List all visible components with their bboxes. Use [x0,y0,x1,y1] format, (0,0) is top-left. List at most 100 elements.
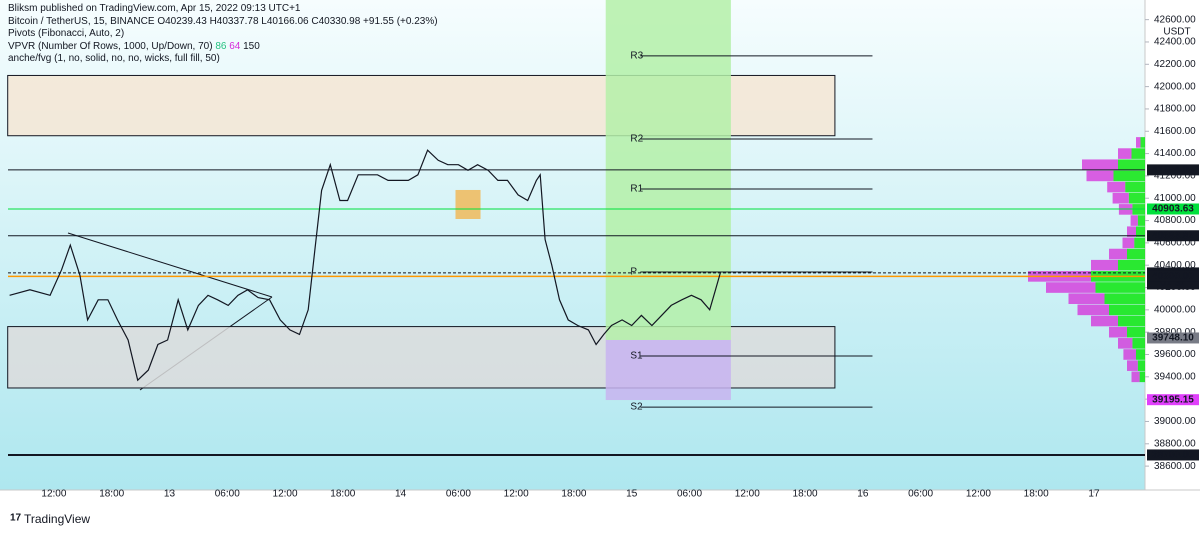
zone [455,189,481,219]
y-tick-label: 40000.00 [1154,304,1196,315]
x-tick-label: 12:00 [504,489,529,500]
y-tick-label: 40400.00 [1154,260,1196,271]
volume-up [1113,170,1145,182]
price-axis [1145,0,1200,490]
logo: 17 [10,513,22,524]
x-tick-label: 15 [626,489,638,500]
trend-line [67,232,273,298]
volume-down [1127,360,1138,371]
volume-down [1109,248,1127,260]
volume-down [1112,192,1129,204]
price-tag-label: 40663.82 [1152,230,1194,241]
x-tick-label: 18:00 [330,489,355,500]
price-tag [1147,203,1199,215]
volume-down [1091,259,1118,271]
volume-down [1046,282,1096,293]
pivot-label: S2 [630,402,643,413]
currency: USDT [1163,27,1190,38]
volume-down [1086,170,1114,182]
volume-up [1140,137,1145,148]
y-tick-label: 39000.00 [1154,416,1196,427]
volume-up [1132,338,1145,349]
volume-up [1128,192,1145,204]
volume-up [1118,159,1145,171]
x-tick-label: 16 [857,489,869,500]
volume-down [1118,148,1132,159]
y-tick-label: 42400.00 [1154,37,1196,48]
volume-down [1082,159,1118,171]
volume-up [1139,371,1145,383]
volume-up [1137,215,1145,226]
volume-down [1068,293,1105,304]
y-tick-label: 38600.00 [1154,461,1196,472]
volume-up [1137,360,1145,371]
x-tick-label: 12:00 [735,489,760,500]
y-tick-label: 42200.00 [1154,59,1196,70]
x-tick-label: 18:00 [99,489,124,500]
volume-up [1127,248,1145,260]
x-tick-label: 18:00 [793,489,818,500]
volume-up [1118,259,1145,271]
volume-down [1127,226,1136,238]
x-tick-label: 12:00 [41,489,66,500]
y-tick-label: 40800.00 [1154,215,1196,226]
y-tick-label: 39800.00 [1154,327,1196,338]
plot-background [0,0,1145,490]
price-line [9,149,721,382]
x-tick-label: 06:00 [215,489,240,500]
price-tag [1147,449,1199,461]
vpvr-value: 150 [243,40,260,52]
y-tick-label: 39600.00 [1154,349,1196,360]
pivot-label: R1 [630,184,643,195]
legend-text: VPVR (Number Of Rows, 1000, Up/Down, 70) [8,40,213,52]
volume-down [1123,349,1136,360]
price-tag-label: 39195.15 [1152,394,1194,405]
y-tick-label: 41400.00 [1154,148,1196,159]
price-tag-label: 39748.10 [1152,333,1194,344]
price-tag-label: 40903.63 [1152,204,1194,215]
volume-down [1130,215,1138,226]
x-tick-label: 12:00 [966,489,991,500]
x-tick-label: 12:00 [273,489,298,500]
y-tick-label: 41200.00 [1154,171,1196,182]
y-tick-label: 42600.00 [1154,14,1196,25]
legend-line: Bitcoin / TetherUS, 15, BINANCE O40239.4… [8,15,438,27]
y-tick-label: 39400.00 [1154,371,1196,382]
x-tick-label: 06:00 [677,489,702,500]
y-tick-label: 41600.00 [1154,126,1196,137]
volume-down [1118,338,1133,349]
y-tick-label: 41800.00 [1154,104,1196,115]
countdown: 01:37 [1160,278,1185,289]
y-tick-label: 41000.00 [1154,193,1196,204]
price-tag [1147,230,1199,242]
volume-up [1118,315,1145,327]
volume-up [1095,282,1145,293]
pivot-label: R2 [630,134,643,145]
zone [605,339,731,401]
volume-down [1109,326,1127,338]
price-tag-label: 40300.00 [1152,271,1194,282]
y-tick-label: 40600.00 [1154,238,1196,249]
volume-up [1125,181,1145,193]
volume-up [1136,349,1145,360]
pivot-label: R3 [630,51,643,62]
volume-up [1127,326,1145,338]
volume-down [1136,137,1141,148]
publisher: Bliksm published on TradingView.com, Apr… [8,3,301,14]
volume-down [1131,371,1140,383]
brand: TradingView [24,512,91,526]
legend-line: Pivots (Fibonacci, Auto, 2) [8,28,125,39]
price-tag-label: 41254.05 [1152,165,1194,176]
legend: Bliksm published on TradingView.com, Apr… [8,3,438,66]
volume-down [1077,304,1109,316]
price-tag [1147,394,1199,406]
pivot-label: P [630,267,637,278]
volume-up [1136,226,1145,238]
volume-up [1134,237,1145,249]
price-tag-label: 38700.00 [1152,450,1194,461]
price-tag [1147,332,1199,344]
vpvr-value: 86 [215,40,227,52]
x-tick-label: 14 [395,489,407,500]
